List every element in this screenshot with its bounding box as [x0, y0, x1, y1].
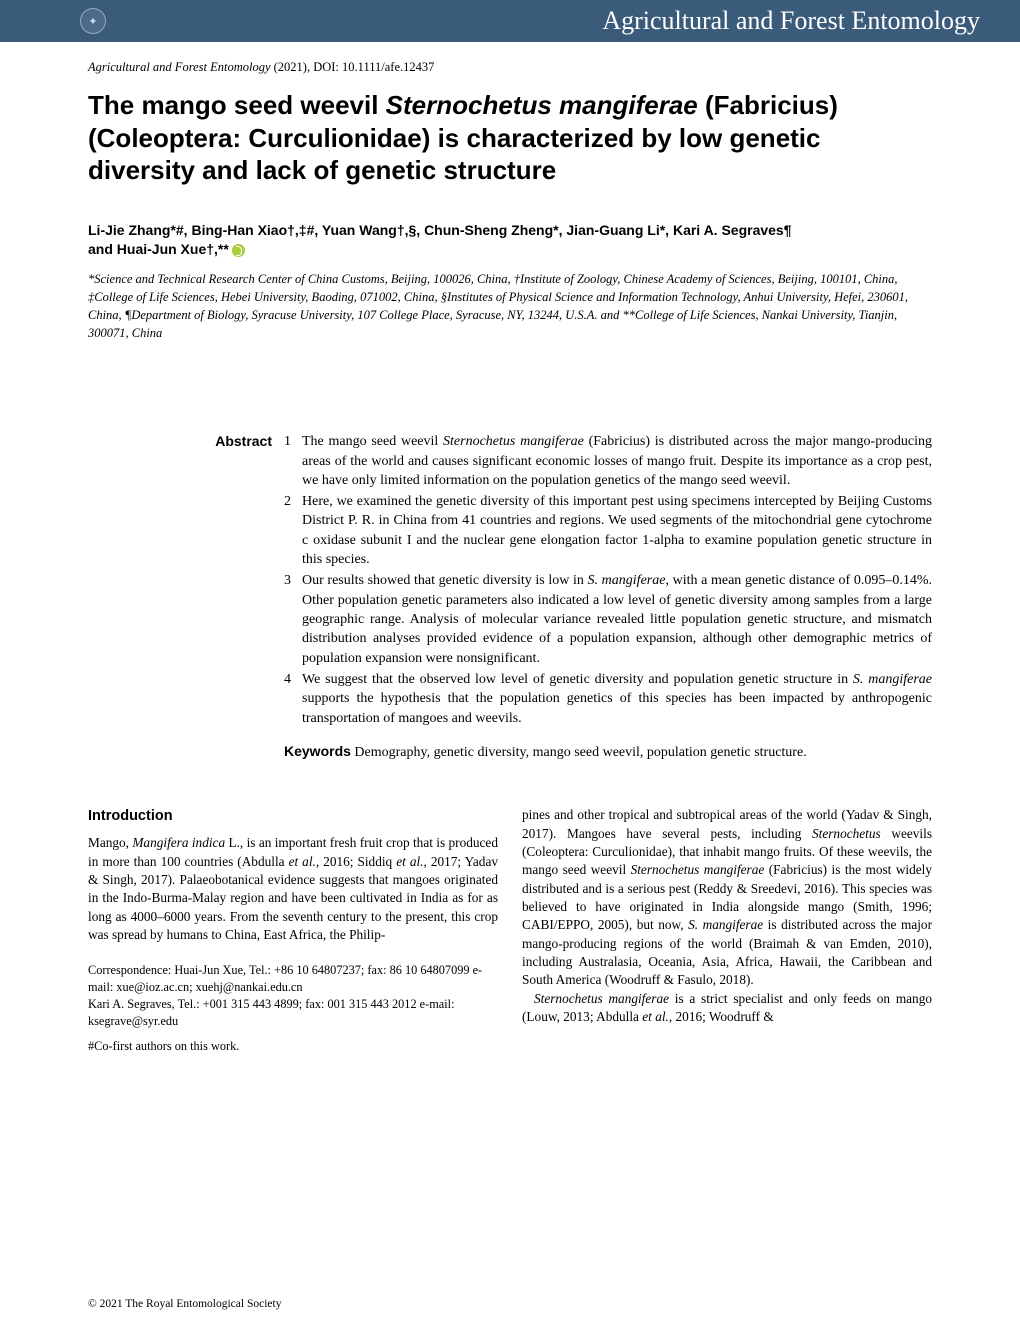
cofirst-note: #Co-first authors on this work.: [88, 1038, 498, 1055]
citation-doi: (2021), DOI: 10.1111/afe.12437: [271, 60, 435, 74]
correspondence-line: Kari A. Segraves, Tel.: +001 315 443 489…: [88, 996, 498, 1029]
article-title: The mango seed weevil Sternochetus mangi…: [88, 89, 932, 187]
journal-banner: ✦ Agricultural and Forest Entomology: [0, 0, 1020, 42]
abstract-num: 1: [284, 432, 302, 490]
orcid-icon[interactable]: [232, 244, 245, 257]
citation-journal: Agricultural and Forest Entomology: [88, 60, 271, 74]
banner-logo: ✦: [80, 0, 106, 42]
keywords-text: Demography, genetic diversity, mango see…: [351, 745, 807, 760]
copyright-footer: © 2021 The Royal Entomological Society: [88, 1298, 281, 1310]
abstract-text: Our results showed that genetic diversit…: [302, 571, 932, 668]
body-paragraph: Sternochetus mangiferae is a strict spec…: [522, 990, 932, 1027]
keywords-label: Keywords: [284, 743, 351, 759]
abstract-num: 2: [284, 492, 302, 569]
author-list: Li-Jie Zhang*#, Bing-Han Xiao†,‡#, Yuan …: [88, 221, 932, 260]
abstract-item: 3 Our results showed that genetic divers…: [284, 571, 932, 668]
affiliations: *Science and Technical Research Center o…: [88, 270, 932, 343]
society-logo-icon: ✦: [80, 8, 106, 34]
authors-line-2: and Huai-Jun Xue†,**: [88, 241, 229, 257]
abstract-num: 3: [284, 571, 302, 668]
abstract-item: 1 The mango seed weevil Sternochetus man…: [284, 432, 932, 490]
body-paragraph: pines and other tropical and subtropical…: [522, 806, 932, 989]
body-columns: Introduction Mango, Mangifera indica L.,…: [88, 806, 932, 1054]
correspondence-line: Correspondence: Huai-Jun Xue, Tel.: +86 …: [88, 962, 498, 995]
authors-line-1: Li-Jie Zhang*#, Bing-Han Xiao†,‡#, Yuan …: [88, 222, 792, 238]
abstract-item: 4 We suggest that the observed low level…: [284, 670, 932, 728]
title-pre: The mango seed weevil: [88, 90, 386, 120]
abstract-num: 4: [284, 670, 302, 728]
left-column: Introduction Mango, Mangifera indica L.,…: [88, 806, 498, 1054]
abstract-text: We suggest that the observed low level o…: [302, 670, 932, 728]
citation-line: Agricultural and Forest Entomology (2021…: [88, 60, 932, 75]
keywords: Keywords Demography, genetic diversity, …: [284, 742, 932, 762]
abstract-item: 2 Here, we examined the genetic diversit…: [284, 492, 932, 569]
abstract-text: The mango seed weevil Sternochetus mangi…: [302, 432, 932, 490]
abstract-section: Abstract 1 The mango seed weevil Sternoc…: [88, 432, 932, 762]
journal-name: Agricultural and Forest Entomology: [602, 6, 980, 36]
correspondence: Correspondence: Huai-Jun Xue, Tel.: +86 …: [88, 962, 498, 1029]
abstract-label: Abstract: [88, 432, 284, 762]
right-column: pines and other tropical and subtropical…: [522, 806, 932, 1054]
abstract-body: 1 The mango seed weevil Sternochetus man…: [284, 432, 932, 762]
title-species: Sternochetus mangiferae: [386, 90, 698, 120]
introduction-heading: Introduction: [88, 806, 498, 826]
intro-paragraph: Mango, Mangifera indica L., is an import…: [88, 834, 498, 944]
abstract-text: Here, we examined the genetic diversity …: [302, 492, 932, 569]
